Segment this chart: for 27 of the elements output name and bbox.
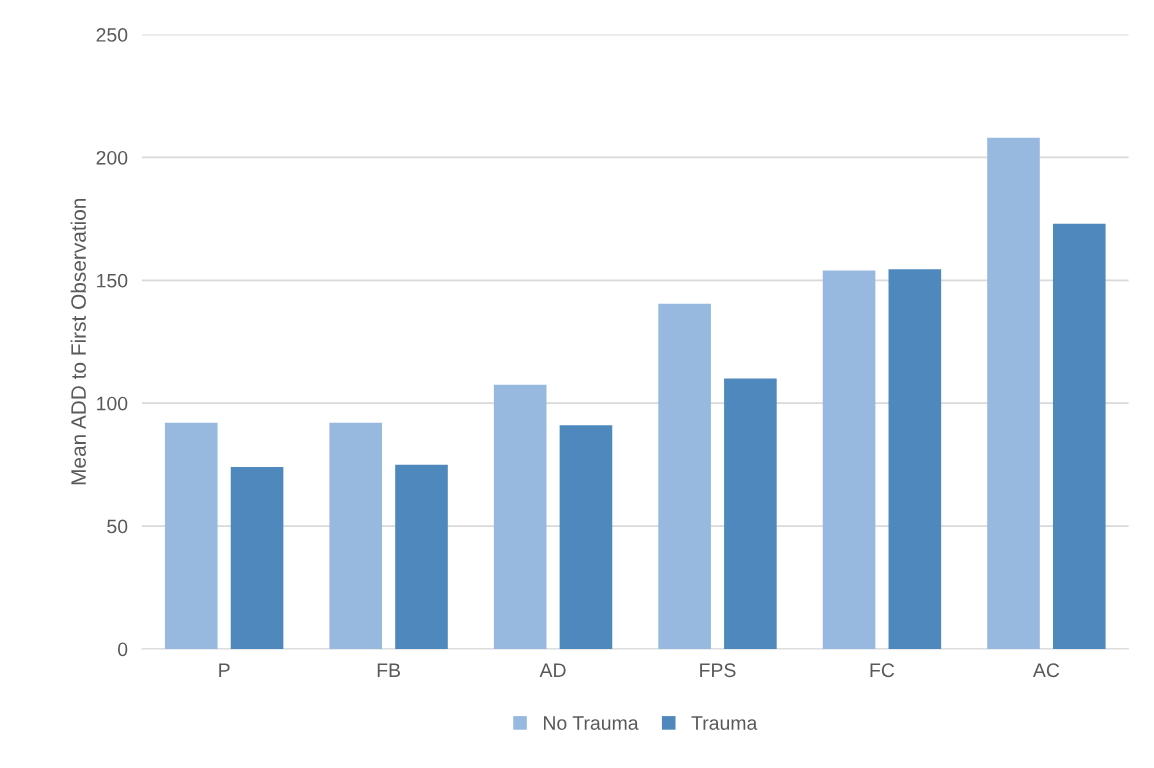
bar [658,303,711,649]
x-tick-label: AC [1032,663,1060,678]
bar [1052,223,1106,649]
x-tick-label: AD [539,663,566,677]
bar [987,137,1040,649]
bar [724,378,777,649]
legend-label: No Trauma [543,716,639,730]
bar [822,270,876,649]
y-tick-label: 150 [97,273,128,288]
y-tick-label: 200 [96,150,128,165]
bar [230,467,284,649]
y-tick-label: 250 [96,28,128,42]
y-axis-title: Mean ADD to First Observation [70,198,86,485]
bar [559,425,613,649]
bar [329,422,383,649]
x-tick-label: FB [377,663,401,677]
bar [395,464,448,649]
x-tick-label: P [219,663,230,677]
x-tick-label: FC [870,663,895,678]
y-tick-label: 100 [97,396,128,411]
bar [493,384,547,649]
y-tick-label: 50 [107,519,128,534]
x-tick-label: FPS [700,663,736,678]
legend-label: Trauma [691,716,758,730]
bar [888,269,942,649]
bar [164,422,218,649]
y-tick-label: 0 [118,642,128,657]
